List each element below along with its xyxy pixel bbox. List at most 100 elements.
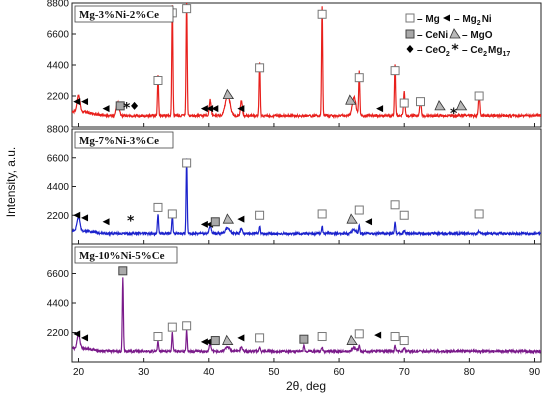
legend-entry: – CeNi — [405, 29, 448, 41]
x-axis: 20 30 40 50 60 70 80 90 — [73, 367, 541, 378]
marker-triangle-left — [73, 330, 81, 338]
marker-square-open — [182, 158, 192, 168]
legend-subscript: 2 — [446, 51, 450, 58]
marker-triangle-left — [200, 105, 208, 113]
marker-triangle-left — [81, 334, 89, 342]
marker-square-gray — [405, 29, 415, 39]
legend-label: – Mg — [454, 14, 477, 25]
marker-star: * — [127, 213, 135, 229]
marker-square-gray — [118, 266, 128, 276]
marker-square-open — [405, 13, 415, 23]
marker-triangle-gray — [346, 334, 358, 345]
legend-label: – MgO — [462, 30, 493, 41]
legend-subscript: 2 — [477, 20, 481, 27]
marker-square-open — [317, 332, 327, 342]
panel-label-box — [74, 131, 174, 149]
panel-label: Mg-3%Ni-2%Ce — [79, 9, 159, 21]
legend-label-tail: Ni — [482, 14, 492, 25]
y-tick-label: 2200 — [47, 328, 70, 339]
marker-triangle-gray — [345, 94, 357, 105]
marker-triangle-left — [237, 215, 245, 223]
marker-square-open — [399, 336, 409, 346]
x-tick-label: 50 — [268, 367, 280, 378]
marker-triangle-left — [81, 214, 89, 222]
marker-diamond — [406, 45, 414, 53]
marker-triangle-gray — [222, 334, 234, 345]
phase-markers: * — [73, 158, 484, 229]
marker-square-gray — [210, 217, 220, 227]
marker-square-open — [182, 4, 192, 14]
panel-3: 6600 4400 2200 Mg-10%Ni-5%Ce — [47, 243, 542, 363]
marker-triangle-left — [200, 338, 208, 346]
x-tick-label: 90 — [529, 367, 541, 378]
marker-square-open — [354, 329, 364, 339]
marker-diamond — [131, 101, 139, 110]
marker-triangle-left — [73, 98, 81, 106]
y-tick-label: 6600 — [47, 30, 70, 41]
marker-triangle-left — [81, 98, 89, 106]
panel-label-box — [74, 5, 174, 23]
marker-square-gray — [115, 101, 125, 111]
legend-subscript: 2 — [483, 51, 487, 58]
phase-markers: * * — [73, 4, 484, 122]
marker-triangle-left — [102, 105, 110, 113]
panel-2: 8800 6600 4400 2200 * Mg-7%Ni-3%Ce — [47, 125, 542, 245]
marker-square-gray — [210, 336, 220, 346]
marker-square-open — [399, 210, 409, 220]
marker-square-open — [317, 9, 327, 19]
panel-label: Mg-10%Ni-5%Ce — [79, 250, 165, 262]
marker-triangle-left — [206, 105, 214, 113]
legend-entry: – MgO — [449, 28, 493, 41]
y-tick-label: 4400 — [47, 61, 70, 72]
marker-square-open — [390, 66, 400, 76]
marker-square-open — [474, 209, 484, 219]
marker-triangle-left — [376, 105, 384, 113]
marker-star: * — [450, 106, 458, 122]
marker-square-open — [153, 202, 163, 212]
x-tick-label: 20 — [73, 367, 85, 378]
marker-square-open — [167, 209, 177, 219]
marker-triangle-gray — [455, 100, 468, 111]
marker-square-open — [153, 332, 163, 342]
legend-entry: – Mg 2 Ni — [443, 14, 492, 27]
spectrum-line — [72, 158, 541, 237]
legend-label: – CeO — [417, 45, 446, 56]
marker-square-open — [354, 73, 364, 83]
marker-square-gray — [299, 334, 309, 344]
y-axis-title: Intensity, a.u. — [4, 147, 18, 217]
legend-label-tail: Mg — [488, 45, 502, 56]
marker-triangle-left — [365, 218, 373, 226]
y-tick-label: 2200 — [47, 92, 70, 103]
panel-label-box — [74, 246, 178, 264]
x-axis-title: 2θ, deg — [286, 379, 326, 393]
y-tick-label: 2200 — [47, 211, 70, 222]
legend-label: – Ce — [462, 45, 484, 56]
marker-triangle-left — [374, 331, 382, 339]
marker-square-open — [255, 333, 265, 343]
x-tick-label: 70 — [399, 367, 411, 378]
x-tick-label: 40 — [203, 367, 215, 378]
y-tick-label: 4400 — [47, 182, 70, 193]
marker-triangle-left — [237, 105, 245, 113]
marker-star: * — [451, 42, 459, 58]
spectrum-line — [72, 3, 541, 120]
marker-square-open — [167, 322, 177, 332]
marker-square-open — [390, 332, 400, 342]
marker-triangle-left — [443, 14, 450, 22]
marker-triangle-gray — [449, 28, 461, 39]
marker-square-open — [415, 97, 425, 107]
legend-entry: – Mg — [405, 13, 440, 25]
marker-square-open — [474, 91, 484, 101]
legend-background — [398, 8, 540, 62]
marker-triangle-left — [237, 334, 245, 342]
legend-label: – CeNi — [417, 30, 448, 41]
x-tick-label: 80 — [464, 367, 476, 378]
panel-label: Mg-7%Ni-3%Ce — [79, 135, 159, 147]
marker-triangle-gray — [222, 88, 235, 99]
marker-square-open — [317, 209, 327, 219]
phase-markers — [73, 266, 409, 346]
marker-triangle-left — [200, 220, 208, 228]
